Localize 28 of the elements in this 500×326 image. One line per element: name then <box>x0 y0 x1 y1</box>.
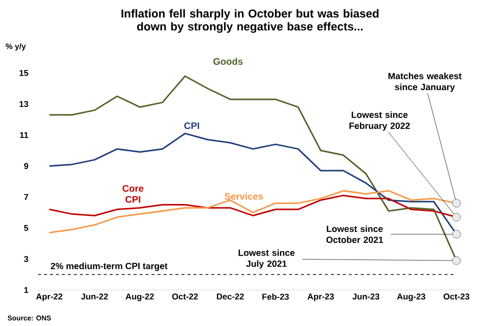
y-tick-label: 1 <box>24 287 28 293</box>
x-tick-label: Dec-22 <box>216 294 244 300</box>
y-tick-label: 13 <box>20 101 28 107</box>
x-tick-label: Apr-22 <box>36 294 62 302</box>
y-tick-label: 9 <box>24 163 28 169</box>
y-tick-label: 15 <box>20 70 28 76</box>
series-label: Core CPI <box>122 185 144 203</box>
x-tick-label: Jun-23 <box>352 294 380 300</box>
ref-line-label: 2% medium-term CPI target <box>50 262 168 271</box>
x-tick-label: Oct-23 <box>444 294 470 300</box>
x-tick-label: Apr-23 <box>308 294 334 302</box>
annotation: Lowest since July 2021 <box>238 249 295 269</box>
x-tick-label: Feb-23 <box>262 294 289 300</box>
x-tick-label: Oct-22 <box>172 294 198 300</box>
series-label: CPI <box>184 122 200 130</box>
annotation: Matches weakest since January <box>388 72 462 92</box>
y-tick-label: 3 <box>24 256 28 262</box>
x-tick-label: Aug-23 <box>397 294 426 302</box>
y-tick-label: 7 <box>24 194 28 200</box>
y-tick-label: 5 <box>24 225 28 231</box>
series-label: Services <box>224 192 263 200</box>
annotation: Lowest since February 2022 <box>349 111 410 131</box>
y-tick-label: 11 <box>20 132 28 138</box>
x-tick-label: Jun-22 <box>81 294 108 300</box>
x-tick-label: Aug-22 <box>126 294 154 302</box>
text: Goods <box>213 58 243 65</box>
chart-title: Inflation fell sharply in October but was biased down by strongly negative base effects... <box>122 9 378 33</box>
annotation: Lowest since October 2021 <box>326 225 384 243</box>
